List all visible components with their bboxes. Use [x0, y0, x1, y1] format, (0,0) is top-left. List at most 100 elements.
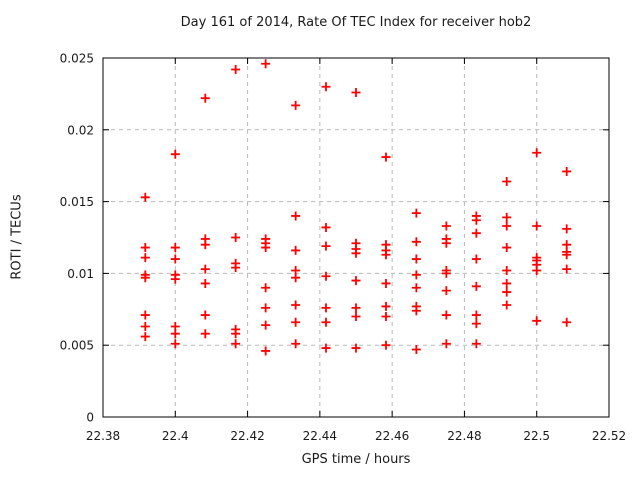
data-point: [562, 264, 572, 274]
data-point: [170, 274, 180, 284]
data-point: [200, 264, 210, 274]
data-point: [291, 100, 301, 110]
data-point: [562, 317, 572, 327]
data-point: [502, 221, 512, 231]
data-point: [562, 166, 572, 176]
data-point: [381, 340, 391, 350]
x-tick-label: 22.4: [162, 429, 189, 443]
data-point: [170, 149, 180, 159]
data-point: [170, 254, 180, 264]
data-point: [261, 59, 271, 69]
data-point: [321, 82, 331, 92]
data-point: [231, 64, 241, 74]
data-point: [231, 339, 241, 349]
x-tick-label: 22.46: [375, 429, 409, 443]
data-point: [411, 270, 421, 280]
data-point: [441, 221, 451, 231]
data-point: [411, 237, 421, 247]
data-point: [261, 243, 271, 253]
x-tick-label: 22.38: [86, 429, 120, 443]
chart-title: Day 161 of 2014, Rate Of TEC Index for r…: [180, 15, 532, 30]
x-tick-label: 22.5: [523, 429, 550, 443]
data-point: [351, 343, 361, 353]
data-point: [200, 329, 210, 339]
data-point: [471, 281, 481, 291]
data-point: [200, 240, 210, 250]
data-point: [321, 241, 331, 251]
data-point: [471, 254, 481, 264]
data-point: [291, 317, 301, 327]
x-tick-label: 22.48: [447, 429, 481, 443]
data-point: [291, 211, 301, 221]
data-point: [140, 332, 150, 342]
data-point: [411, 345, 421, 355]
data-point: [411, 254, 421, 264]
data-point: [411, 306, 421, 316]
data-point: [291, 245, 301, 255]
data-point: [291, 300, 301, 310]
data-point: [231, 263, 241, 273]
x-axis-label: GPS time / hours: [301, 452, 411, 467]
data-point: [140, 253, 150, 263]
data-point: [140, 243, 150, 253]
data-point: [441, 339, 451, 349]
y-tick-label: 0.01: [67, 267, 94, 281]
data-point: [261, 320, 271, 330]
data-point: [471, 228, 481, 238]
data-point: [261, 303, 271, 313]
data-point: [411, 283, 421, 293]
data-point: [502, 176, 512, 186]
y-tick-label: 0: [86, 411, 94, 425]
data-point: [200, 93, 210, 103]
data-point: [471, 215, 481, 225]
y-tick-label: 0.005: [60, 339, 94, 353]
data-point: [291, 273, 301, 283]
data-point: [351, 87, 361, 97]
data-point: [291, 339, 301, 349]
data-point: [140, 310, 150, 320]
data-point: [441, 286, 451, 296]
data-point: [231, 233, 241, 242]
data-point: [532, 266, 542, 276]
data-point: [502, 300, 512, 310]
data-point: [351, 311, 361, 321]
y-tick-label: 0.015: [60, 195, 94, 209]
data-point: [140, 322, 150, 332]
data-point: [170, 329, 180, 339]
data-point: [562, 250, 572, 260]
data-point: [381, 250, 391, 260]
data-point: [351, 303, 361, 313]
data-point: [471, 310, 481, 320]
data-point: [532, 221, 542, 231]
data-point: [381, 152, 391, 162]
data-point: [502, 243, 512, 253]
data-point: [140, 192, 150, 202]
data-point: [502, 278, 512, 288]
data-point: [411, 208, 421, 218]
data-point: [441, 238, 451, 248]
data-point: [321, 317, 331, 327]
data-point: [261, 283, 271, 293]
x-tick-label: 22.44: [303, 429, 337, 443]
data-point: [351, 248, 361, 258]
data-point: [170, 243, 180, 253]
data-point: [351, 276, 361, 286]
data-point: [471, 339, 481, 349]
data-point: [170, 339, 180, 349]
data-point: [441, 310, 451, 320]
data-point: [321, 343, 331, 353]
data-point: [502, 266, 512, 276]
data-point: [562, 224, 572, 234]
data-point: [321, 222, 331, 232]
data-point: [200, 310, 210, 320]
data-point: [502, 287, 512, 297]
data-point: [441, 268, 451, 278]
x-tick-label: 22.42: [230, 429, 264, 443]
data-point: [140, 273, 150, 283]
data-point: [532, 316, 542, 326]
y-tick-label: 0.02: [67, 123, 94, 137]
y-tick-label: 0.025: [60, 52, 94, 66]
data-point: [381, 311, 391, 321]
